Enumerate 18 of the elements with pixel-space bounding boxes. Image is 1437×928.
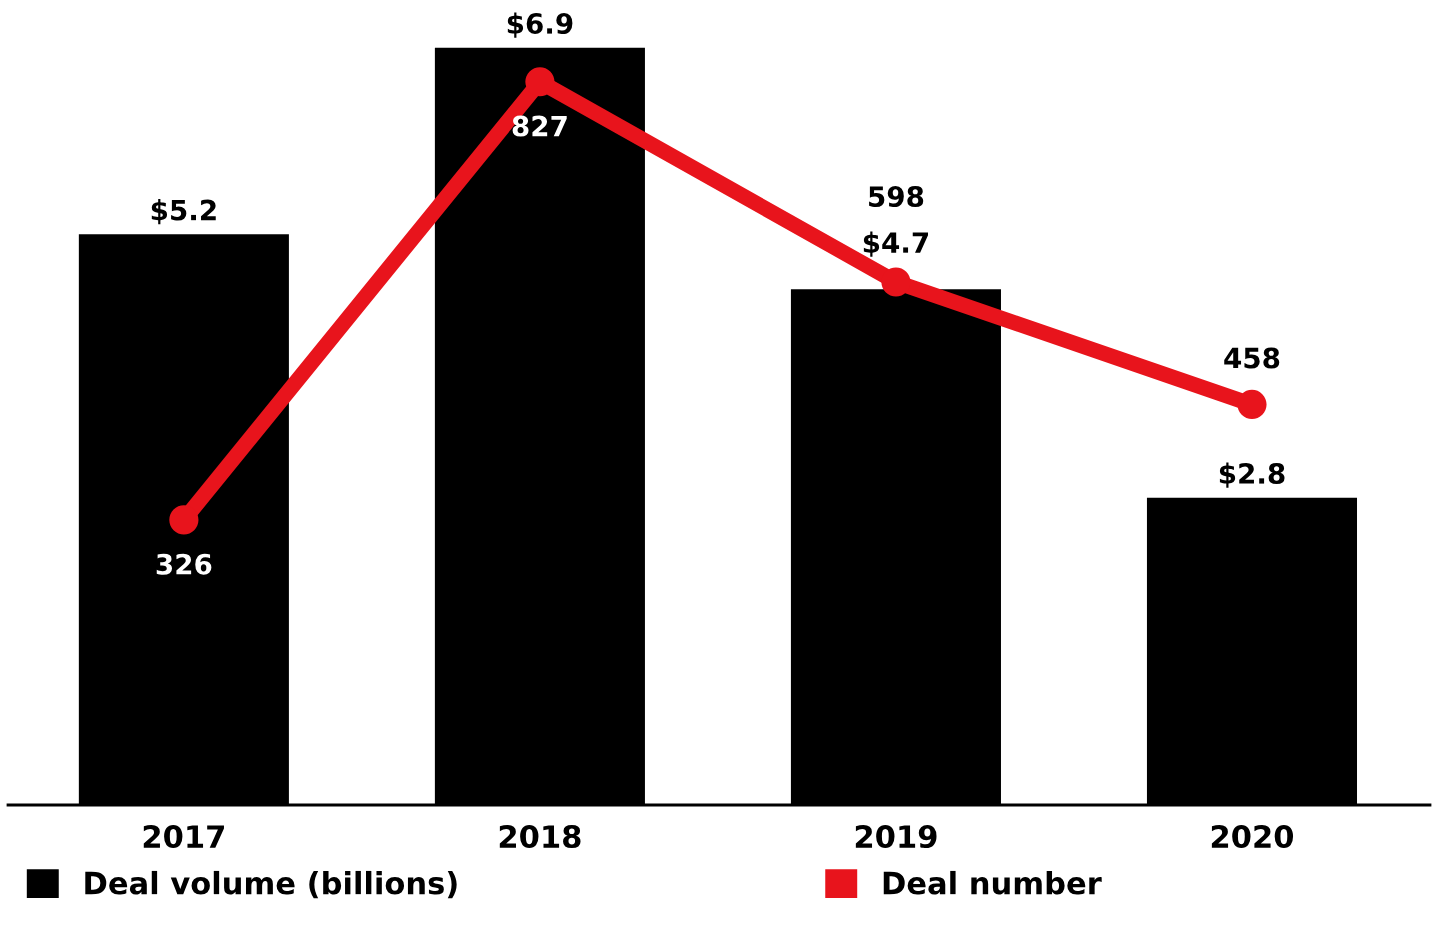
x-tick-label: 2019 bbox=[855, 824, 937, 849]
point bbox=[881, 267, 911, 297]
data-label: $6.9 bbox=[507, 12, 573, 38]
data-label: 598 bbox=[869, 186, 924, 208]
data-label: $5.2 bbox=[151, 199, 216, 225]
data-label: 827 bbox=[512, 115, 567, 137]
legend-label: Deal volume (billions) bbox=[85, 870, 457, 899]
x-tick-label: 2018 bbox=[499, 824, 581, 849]
data-label: 326 bbox=[156, 553, 212, 575]
x-tick-label: 2017 bbox=[143, 824, 224, 849]
point bbox=[525, 67, 555, 97]
point bbox=[1237, 389, 1267, 420]
point bbox=[169, 505, 199, 535]
data-label: $4.7 bbox=[863, 231, 929, 257]
data-label: 458 bbox=[1224, 347, 1280, 369]
x-tick-label: 2020 bbox=[1211, 824, 1294, 849]
data-label: $2.8 bbox=[1219, 462, 1285, 488]
legend-label: Deal number bbox=[883, 870, 1102, 895]
